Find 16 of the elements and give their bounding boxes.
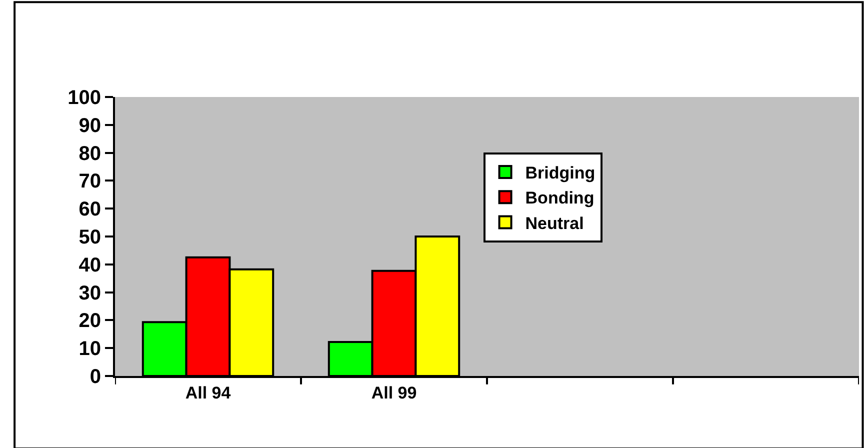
y-tick-label: 10: [78, 338, 101, 360]
y-tick-label: 20: [78, 310, 101, 332]
y-tick-label: 40: [78, 254, 101, 276]
y-tick-label: 100: [68, 87, 101, 109]
x-tick-label: All 99: [371, 383, 417, 402]
y-tick-label: 70: [78, 170, 101, 193]
y-tick-label: 30: [78, 282, 101, 304]
y-tick-label: 80: [78, 142, 101, 165]
legend-label: Bonding: [525, 188, 594, 208]
y-tick-label: 50: [78, 226, 101, 248]
legend-label: Neutral: [525, 214, 584, 233]
y-tick-label: 0: [90, 366, 101, 388]
legend-label: Bridging: [525, 164, 596, 183]
x-tick-label: All 94: [185, 383, 232, 402]
y-tick-label: 60: [78, 198, 101, 221]
y-tick-label: 90: [78, 114, 101, 137]
